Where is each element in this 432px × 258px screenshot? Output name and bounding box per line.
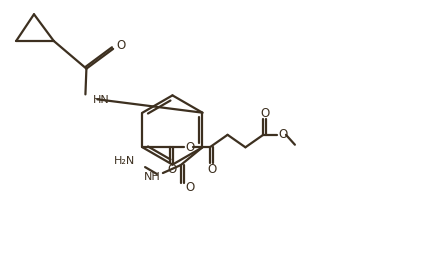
Text: O: O <box>185 181 194 194</box>
Text: O: O <box>185 141 194 154</box>
Text: H₂N: H₂N <box>114 156 135 166</box>
Text: O: O <box>168 163 177 175</box>
Text: HN: HN <box>93 95 110 105</box>
Text: O: O <box>116 39 126 52</box>
Text: O: O <box>207 163 216 175</box>
Text: O: O <box>278 128 288 141</box>
Text: O: O <box>260 107 270 119</box>
Text: NH: NH <box>144 172 161 182</box>
